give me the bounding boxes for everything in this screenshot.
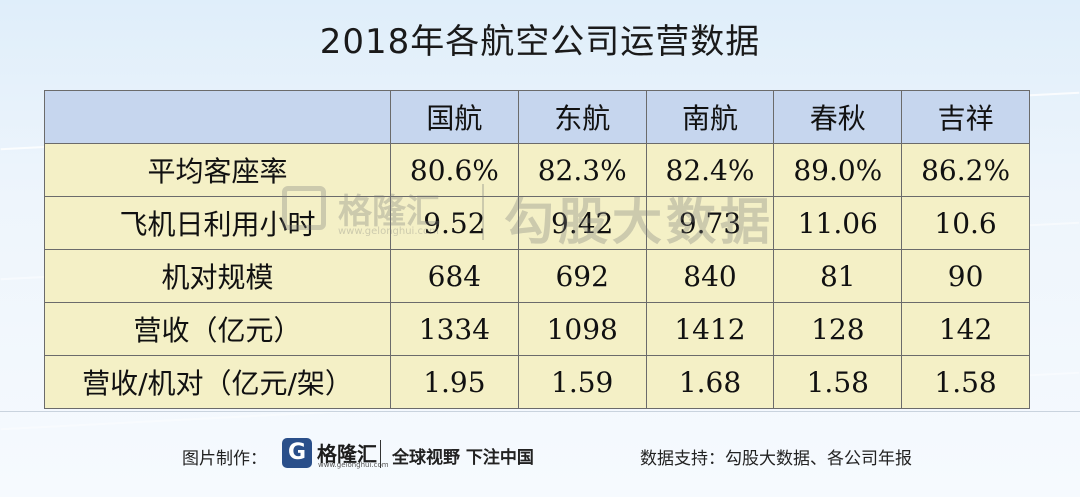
column-header: 东航	[517, 90, 647, 144]
footer-slogan: 全球视野 下注中国	[392, 448, 534, 468]
column-header: 南航	[645, 90, 775, 144]
table-cell: 142	[901, 302, 1030, 356]
table-cell: 90	[901, 249, 1030, 303]
row-label: 机对规模	[44, 249, 391, 303]
row-label: 平均客座率	[44, 143, 391, 197]
row-label: 飞机日利用小时	[44, 196, 391, 250]
table-cell: 1.68	[645, 355, 775, 409]
table-row: 平均客座率 80.6% 82.3% 82.4% 89.0% 86.2%	[44, 143, 1030, 197]
table-cell: 9.52	[390, 196, 519, 250]
table-cell: 1334	[390, 302, 519, 356]
table-cell: 1.95	[390, 355, 519, 409]
table-cell: 1412	[645, 302, 775, 356]
table-cell: 89.0%	[773, 143, 903, 197]
table-cell: 86.2%	[901, 143, 1030, 197]
table-cell: 81	[773, 249, 903, 303]
table-cell: 80.6%	[390, 143, 519, 197]
table-row: 飞机日利用小时 9.52 9.42 9.73 11.06 10.6	[44, 196, 1030, 250]
page-title: 2018年各航空公司运营数据	[319, 22, 761, 62]
table-cell: 9.73	[645, 196, 775, 250]
row-label: 营收（亿元）	[44, 302, 391, 356]
table-cell: 840	[645, 249, 775, 303]
table-row: 机对规模 684 692 840 81 90	[44, 249, 1030, 303]
footer-source: 数据支持：勾股大数据、各公司年报	[640, 449, 912, 469]
table-corner-cell	[44, 90, 391, 144]
airline-data-table: 国航 东航 南航 春秋 吉祥 平均客座率 80.6% 82.3% 82.4% 8…	[44, 90, 1030, 409]
table-cell: 9.42	[517, 196, 647, 250]
table-cell: 1.59	[517, 355, 647, 409]
row-label: 营收/机对（亿元/架）	[44, 355, 391, 409]
table-header-row: 国航 东航 南航 春秋 吉祥	[44, 90, 1030, 144]
table-cell: 1.58	[901, 355, 1030, 409]
footer: 图片制作： G 格隆汇 www.gelonghui.com 全球视野 下注中国 …	[0, 434, 1080, 474]
brand-logo-icon: G	[282, 438, 312, 468]
table-cell: 1.58	[773, 355, 903, 409]
table-cell: 82.3%	[517, 143, 647, 197]
footer-credit-label: 图片制作：	[182, 449, 267, 469]
footer-separator	[380, 440, 381, 468]
footer-url: www.gelonghui.com	[318, 461, 389, 469]
table-cell: 692	[517, 249, 647, 303]
table-cell: 11.06	[773, 196, 903, 250]
column-header: 春秋	[773, 90, 903, 144]
column-header: 国航	[390, 90, 519, 144]
table-row: 营收（亿元） 1334 1098 1412 128 142	[44, 302, 1030, 356]
table-cell: 684	[390, 249, 519, 303]
table-row: 营收/机对（亿元/架） 1.95 1.59 1.68 1.58 1.58	[44, 355, 1030, 409]
column-header: 吉祥	[901, 90, 1030, 144]
table-cell: 1098	[517, 302, 647, 356]
footer-divider	[0, 411, 1080, 412]
table-cell: 10.6	[901, 196, 1030, 250]
footer-brand: 格隆汇	[317, 442, 377, 466]
table-cell: 128	[773, 302, 903, 356]
table-cell: 82.4%	[645, 143, 775, 197]
